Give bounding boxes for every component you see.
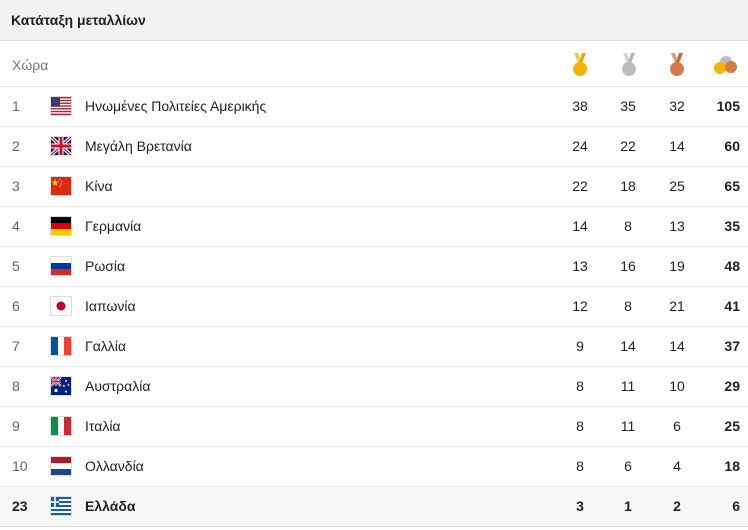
silver-count: 6 xyxy=(624,458,632,474)
silver-count: 14 xyxy=(620,338,636,354)
bronze-count: 19 xyxy=(669,258,685,274)
total-count: 60 xyxy=(724,138,740,154)
rank-cell: 2 xyxy=(12,138,20,154)
total-count: 105 xyxy=(716,98,740,114)
bronze-count: 10 xyxy=(669,378,685,394)
table-row[interactable]: 8 Αυστραλία 8 11 10 29 xyxy=(0,367,748,407)
table-row[interactable]: 2 Μεγάλη Βρετανία 24 22 14 60 xyxy=(0,127,748,167)
bronze-count: 14 xyxy=(669,338,685,354)
rank-cell: 6 xyxy=(12,298,20,314)
total-count: 18 xyxy=(724,458,740,474)
country-name[interactable]: Γαλλία xyxy=(85,338,127,354)
silver-count: 11 xyxy=(620,378,636,394)
it-flag-icon xyxy=(50,416,72,436)
total-count: 25 xyxy=(724,418,740,434)
silver-count: 1 xyxy=(624,498,632,514)
total-count: 48 xyxy=(724,258,740,274)
bronze-count: 25 xyxy=(669,178,685,194)
silver-medal-icon xyxy=(622,53,636,76)
country-name[interactable]: Ηνωμένες Πολιτείες Αμερικής xyxy=(85,98,267,114)
total-count: 37 xyxy=(724,338,740,354)
table-row[interactable]: 9 Ιταλία 8 11 6 25 xyxy=(0,407,748,447)
bronze-medal-icon xyxy=(670,53,684,76)
rank-cell: 9 xyxy=(12,418,20,434)
table-row[interactable]: 23 Ελλάδα 3 1 2 6 xyxy=(0,487,748,527)
gold-count: 8 xyxy=(576,418,584,434)
gold-count: 22 xyxy=(572,178,588,194)
total-count: 6 xyxy=(732,498,740,514)
country-name[interactable]: Μεγάλη Βρετανία xyxy=(85,138,192,154)
table-row[interactable]: 4 Γερμανία 14 8 13 35 xyxy=(0,207,748,247)
gold-count: 14 xyxy=(572,218,588,234)
rank-cell: 8 xyxy=(12,378,20,394)
medal-table-header: Κατάταξη μεταλλίων xyxy=(0,0,748,41)
gb-flag-icon xyxy=(50,136,72,156)
silver-count: 8 xyxy=(624,218,632,234)
gold-count: 24 xyxy=(572,138,588,154)
country-name[interactable]: Ολλανδία xyxy=(85,458,144,474)
total-medals-icon xyxy=(714,56,737,74)
total-count: 41 xyxy=(724,298,740,314)
country-name[interactable]: Αυστραλία xyxy=(85,378,151,394)
country-name[interactable]: Κίνα xyxy=(85,178,113,194)
country-column-label: Χώρα xyxy=(12,57,49,73)
rank-cell: 4 xyxy=(12,218,20,234)
gold-count: 9 xyxy=(576,338,584,354)
table-row[interactable]: 6 Ιαπωνία 12 8 21 41 xyxy=(0,287,748,327)
rank-cell: 23 xyxy=(12,498,28,514)
rank-cell: 1 xyxy=(12,98,20,114)
de-flag-icon xyxy=(50,216,72,236)
bronze-count: 4 xyxy=(673,458,681,474)
gold-count: 8 xyxy=(576,458,584,474)
fr-flag-icon xyxy=(50,336,72,356)
table-row[interactable]: 3 Κίνα 22 18 25 65 xyxy=(0,167,748,207)
country-name[interactable]: Ελλάδα xyxy=(85,498,136,514)
table-row[interactable]: 1 Ηνωμένες Πολιτείες Αμερικής 38 35 32 105 xyxy=(0,87,748,127)
gold-count: 12 xyxy=(572,298,588,314)
gold-count: 8 xyxy=(576,378,584,394)
bronze-count: 13 xyxy=(669,218,685,234)
bronze-count: 2 xyxy=(673,498,681,514)
silver-count: 35 xyxy=(620,98,636,114)
gr-flag-icon xyxy=(50,496,72,516)
total-count: 35 xyxy=(724,218,740,234)
rank-cell: 3 xyxy=(12,178,20,194)
silver-count: 11 xyxy=(620,418,636,434)
au-flag-icon xyxy=(50,376,72,396)
total-count: 65 xyxy=(724,178,740,194)
bronze-count: 21 xyxy=(669,298,685,314)
nl-flag-icon xyxy=(50,456,72,476)
gold-count: 38 xyxy=(572,98,588,114)
gold-count: 3 xyxy=(576,498,584,514)
bronze-count: 6 xyxy=(673,418,681,434)
silver-count: 16 xyxy=(620,258,636,274)
column-header-row: Χώρα xyxy=(0,41,748,87)
table-row[interactable]: 7 Γαλλία 9 14 14 37 xyxy=(0,327,748,367)
rank-cell: 10 xyxy=(12,458,28,474)
silver-count: 8 xyxy=(624,298,632,314)
table-row[interactable]: 10 Ολλανδία 8 6 4 18 xyxy=(0,447,748,487)
ru-flag-icon xyxy=(50,256,72,276)
country-name[interactable]: Ιταλία xyxy=(85,418,121,434)
silver-count: 22 xyxy=(620,138,636,154)
gold-count: 13 xyxy=(572,258,588,274)
us-flag-icon xyxy=(50,96,72,116)
total-count: 29 xyxy=(724,378,740,394)
gold-medal-icon xyxy=(573,53,587,76)
table-row[interactable]: 5 Ρωσία 13 16 19 48 xyxy=(0,247,748,287)
country-name[interactable]: Γερμανία xyxy=(85,218,142,234)
country-name[interactable]: Ιαπωνία xyxy=(85,298,136,314)
bronze-count: 14 xyxy=(669,138,685,154)
cn-flag-icon xyxy=(50,176,72,196)
country-name[interactable]: Ρωσία xyxy=(85,258,126,274)
rank-cell: 7 xyxy=(12,338,20,354)
page-title: Κατάταξη μεταλλίων xyxy=(11,12,146,28)
bronze-count: 32 xyxy=(669,98,685,114)
rank-cell: 5 xyxy=(12,258,20,274)
silver-count: 18 xyxy=(620,178,636,194)
jp-flag-icon xyxy=(50,296,72,316)
